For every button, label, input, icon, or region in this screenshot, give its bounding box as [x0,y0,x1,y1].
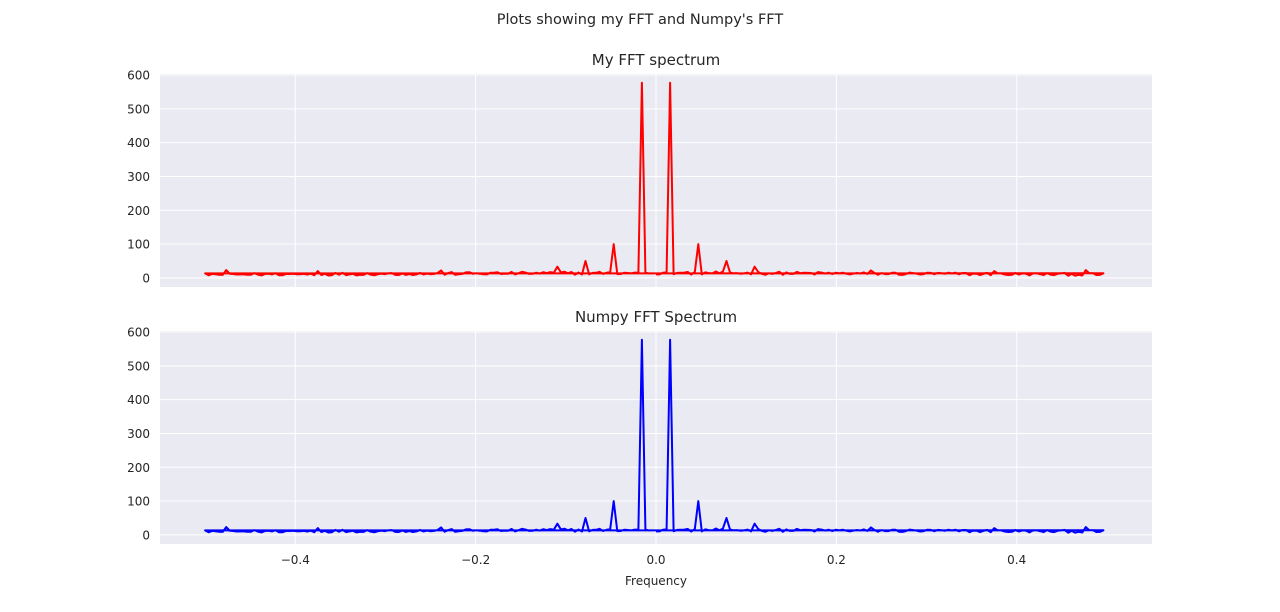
series-line-my-fft [204,81,1105,277]
y-tick-label: 300 [127,170,150,184]
axes-title-my-fft: My FFT spectrum [592,51,721,69]
series-line-numpy-fft [204,338,1105,534]
y-tick-label: 500 [127,359,150,373]
y-tick-label: 600 [127,326,150,340]
x-tick-label: −0.4 [281,553,310,567]
x-tick-label: 0.2 [827,553,846,567]
x-axis-label: Frequency [625,574,687,588]
axes-numpy-fft: Numpy FFT Spectrum 0 100 200 300 400 500 600 −0.… [127,308,1152,588]
y-tick-label: 100 [127,495,150,509]
y-tick-label: 600 [127,69,150,83]
x-tick-label: 0.0 [646,553,665,567]
y-tick-label: 200 [127,461,150,475]
y-tick-label: 500 [127,102,150,116]
y-tick-label: 400 [127,136,150,150]
x-tick-label: −0.2 [461,553,490,567]
axes-title-numpy-fft: Numpy FFT Spectrum [575,308,737,326]
figure-suptitle: Plots showing my FFT and Numpy's FFT [497,12,784,28]
y-tick-label: 0 [142,528,150,542]
y-tick-label: 100 [127,238,150,252]
y-tick-label: 200 [127,204,150,218]
axes-my-fft: My FFT spectrum 0 100 200 300 400 500 600 [127,51,1152,287]
x-tick-label: 0.4 [1007,553,1026,567]
y-tick-label: 400 [127,393,150,407]
y-tick-label: 300 [127,427,150,441]
y-tick-label: 0 [142,271,150,285]
